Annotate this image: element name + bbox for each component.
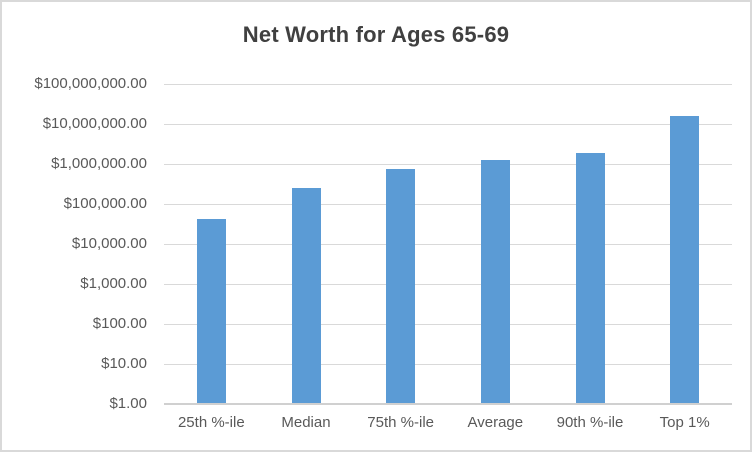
gridline: [164, 204, 732, 205]
y-axis-tick-label: $1,000,000.00: [51, 155, 147, 172]
x-axis-line: [164, 403, 732, 405]
chart-title: Net Worth for Ages 65-69: [242, 22, 510, 47]
gridline: [164, 84, 732, 85]
bar-90th-ile: [575, 152, 605, 403]
gridline: [164, 284, 732, 285]
y-axis-tick-label: $1.00: [109, 395, 147, 412]
y-axis-tick-label: $10.00: [101, 355, 147, 372]
y-axis-tick-label: $100,000.00: [63, 195, 147, 212]
x-axis-tick-label: Top 1%: [659, 414, 710, 431]
bar-median: [291, 188, 321, 403]
y-axis-tick-label: $10,000,000.00: [42, 115, 147, 132]
bar-25th-ile: [196, 219, 226, 403]
y-axis-tick-label: $100,000,000.00: [34, 75, 147, 92]
gridline: [164, 124, 732, 125]
x-axis-tick-label: Average: [467, 414, 524, 431]
bar-top-1: [670, 115, 700, 403]
gridline: [164, 164, 732, 165]
y-axis-tick-label: $1,000.00: [80, 275, 147, 292]
x-axis-tick-label: 90th %-ile: [556, 414, 624, 431]
y-axis-tick-label: $100.00: [92, 315, 147, 332]
gridline: [164, 244, 732, 245]
bar-75th-ile: [386, 168, 416, 403]
bar-average: [480, 160, 510, 403]
gridline: [164, 324, 732, 325]
x-axis-tick-label: 25th %-ile: [177, 414, 245, 431]
y-axis-tick-label: $10,000.00: [71, 235, 147, 252]
x-axis-tick-label: 75th %-ile: [367, 414, 434, 431]
gridline: [164, 364, 732, 365]
x-axis-tick-label: Median: [281, 414, 331, 431]
